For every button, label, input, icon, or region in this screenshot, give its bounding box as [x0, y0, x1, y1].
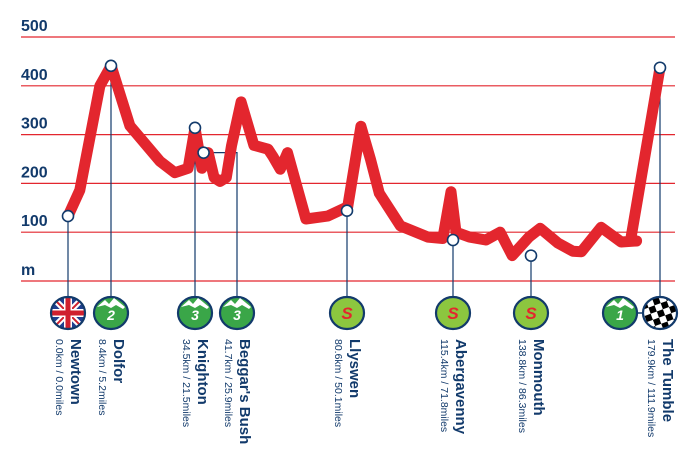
location-distance: 41.7km / 25.9miles — [222, 339, 234, 427]
location-distance: 8.4km / 5.2miles — [96, 339, 108, 415]
checker-square — [652, 297, 661, 306]
location-marker — [446, 233, 460, 247]
mountain-icon — [97, 298, 125, 309]
sprint-badge-label: S — [341, 304, 353, 323]
checker-square — [677, 308, 682, 318]
y-axis-tick-labels: 500 400 300 200 100 m — [21, 18, 48, 279]
location-marker — [524, 249, 538, 262]
checker-square — [682, 321, 690, 329]
grid-lines — [21, 36, 675, 282]
location-marker — [61, 209, 75, 223]
checker-square — [665, 313, 674, 322]
y-tick-label: m — [21, 262, 35, 279]
location-distance: 179.9km / 111.9miles — [645, 339, 657, 437]
mountain-icon — [223, 298, 251, 309]
sprint-badge: S — [512, 295, 550, 331]
location-distance: 0.0km / 0.0miles — [53, 339, 65, 415]
y-tick-label: 500 — [21, 18, 48, 35]
location-distance: 34.5km / 21.5miles — [180, 339, 192, 427]
checker-square — [660, 300, 670, 310]
mountain-icon — [606, 298, 634, 309]
location-name: Abergavenny — [452, 339, 469, 435]
sprint-badge-circle — [328, 295, 366, 331]
checker-square — [644, 313, 653, 323]
location-distance: 138.8km / 86.3miles — [516, 339, 528, 433]
location-marker — [188, 121, 202, 135]
checker-square — [656, 309, 666, 318]
climb-category-label: 2 — [106, 307, 115, 323]
mountain-icon — [181, 298, 209, 309]
sprint-badge-label: S — [447, 304, 459, 323]
location-markers — [61, 59, 667, 262]
location-name: The Tumble — [659, 339, 676, 422]
finish-border — [641, 295, 679, 331]
union-jack-flag-icon — [49, 295, 87, 331]
flag-border — [49, 295, 87, 331]
elevation-profile-line — [62, 60, 666, 262]
checker-square — [652, 317, 662, 326]
location-marker — [653, 61, 667, 75]
sprint-badge-circle — [434, 295, 472, 331]
location-marker — [340, 204, 354, 218]
location-name: Dolfor — [110, 339, 127, 383]
location-name: Beggar's Bush — [236, 339, 253, 444]
sprint-badge-circle — [512, 295, 550, 331]
location-marker — [104, 59, 118, 73]
location-name: Llyswen — [346, 339, 363, 398]
climb-category-badge: 2 — [92, 295, 130, 331]
climb-category-label: 3 — [233, 307, 241, 323]
y-tick-label: 200 — [21, 164, 48, 181]
profile-line-group — [62, 60, 666, 262]
location-name: Monmouth — [530, 339, 547, 416]
checker-square — [648, 305, 657, 314]
location-badges: 2 3 3 S S S 1 — [49, 292, 690, 334]
climb-category-label: 3 — [191, 307, 199, 323]
flag-cross-red — [65, 297, 71, 329]
y-tick-label: 300 — [21, 116, 48, 133]
location-stems — [67, 65, 661, 296]
y-tick-label: 100 — [21, 213, 48, 230]
location-name: Knighton — [194, 339, 211, 405]
sprint-badge: S — [328, 295, 366, 331]
location-stem — [203, 152, 238, 296]
climb-category-badge: 3 — [218, 295, 256, 331]
sprint-badge: S — [434, 295, 472, 331]
checker-square — [668, 292, 677, 293]
checker-square — [657, 329, 666, 334]
climb-category-label: 1 — [616, 307, 624, 323]
climb-category-badge: 3 — [176, 295, 214, 331]
location-marker — [197, 146, 210, 159]
y-tick-label: 400 — [21, 67, 48, 84]
location-name: Newtown — [67, 339, 84, 405]
location-distance: 80.6km / 50.1miles — [332, 339, 344, 427]
location-distance: 115.4km / 71.8miles — [438, 339, 450, 432]
sprint-badge-label: S — [525, 304, 537, 323]
climb-category-badge: 1 — [601, 295, 639, 331]
